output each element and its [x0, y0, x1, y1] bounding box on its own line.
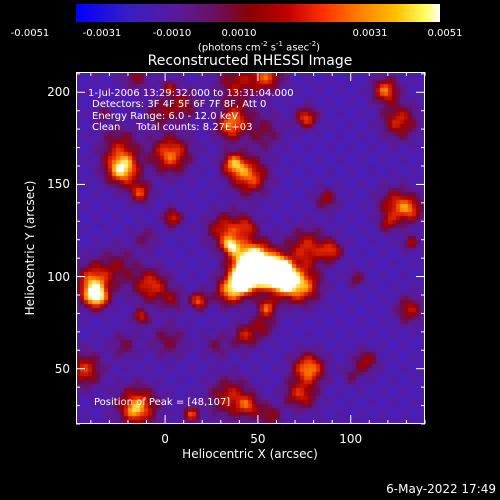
plot-frame: [76, 72, 425, 424]
annotation-method: Clean Total counts: 8.27E+03: [92, 122, 253, 133]
heatmap-image: [76, 72, 425, 424]
footer-date: 6-May-2022 17:49: [386, 482, 496, 496]
x-tick-label: 50: [250, 432, 266, 446]
y-tick-label: 200: [47, 85, 70, 100]
x-axis-label: Heliocentric X (arcsec): [182, 447, 318, 461]
colorbar-gradient: [76, 4, 440, 22]
annotation-detectors: Detectors: 3F 4F 5F 6F 7F 8F, Att 0: [92, 99, 267, 110]
colorbar: [76, 4, 440, 22]
colorbar-tick: 0.0031: [352, 28, 388, 39]
colorbar-tick: -0.0010: [152, 28, 192, 39]
y-tick-label: 50: [54, 361, 70, 376]
x-tick-label: 100: [339, 432, 363, 446]
plot-area: 1-Jul-2006 13:29:32.000 to 13:31:04.000 …: [76, 72, 426, 425]
colorbar-tick: -0.0051: [10, 28, 50, 39]
colorbar-tick: 0.0010: [221, 28, 257, 39]
plot-axes: [76, 72, 426, 425]
annotation-peak: Position of Peak = [48,107]: [94, 397, 231, 408]
y-tick-label: 100: [47, 269, 70, 284]
colorbar-tick: 0.0051: [427, 28, 463, 39]
annotation-energy: Energy Range: 6.0 - 12.0 keV: [92, 111, 239, 122]
y-tick-label: 150: [47, 177, 70, 192]
colorbar-units: (photons cm-2 s-1 asec-2): [197, 40, 321, 54]
x-tick-label: 0: [161, 432, 169, 446]
annotation-time: 1-Jul-2006 13:29:32.000 to 13:31:04.000: [88, 88, 294, 99]
colorbar-tick: -0.0031: [82, 28, 122, 39]
y-axis-label: Heliocentric Y (arcsec): [23, 180, 37, 316]
chart-title: Reconstructed RHESSI Image: [147, 53, 353, 69]
